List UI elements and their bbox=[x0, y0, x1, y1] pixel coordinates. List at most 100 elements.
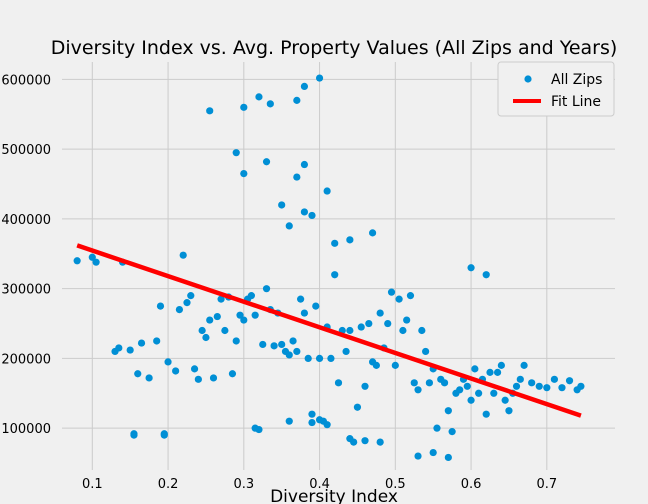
x-tick-label: 0.7 bbox=[536, 477, 557, 492]
data-point bbox=[331, 239, 339, 247]
data-point bbox=[486, 368, 494, 376]
y-tick-label: 600000 bbox=[1, 73, 51, 88]
data-point bbox=[293, 173, 301, 181]
data-point bbox=[327, 354, 335, 363]
data-point bbox=[414, 452, 422, 460]
data-point bbox=[130, 431, 138, 439]
data-point bbox=[315, 416, 324, 424]
data-point bbox=[278, 201, 286, 209]
data-point bbox=[255, 93, 263, 101]
data-point bbox=[300, 309, 309, 317]
x-tick-label: 0.4 bbox=[309, 477, 330, 492]
data-point bbox=[543, 384, 551, 392]
data-point bbox=[520, 361, 528, 369]
y-tick-label: 300000 bbox=[1, 283, 51, 298]
legend-label-all-zips: All Zips bbox=[551, 72, 602, 88]
data-point bbox=[471, 365, 479, 373]
data-point bbox=[467, 264, 475, 272]
y-tick-label: 500000 bbox=[1, 143, 51, 158]
data-point bbox=[266, 100, 274, 108]
data-point bbox=[209, 374, 218, 382]
data-point bbox=[285, 417, 293, 425]
x-axis-label: Diversity Index bbox=[270, 487, 398, 504]
data-point bbox=[145, 374, 153, 382]
data-point bbox=[346, 236, 354, 244]
data-point bbox=[372, 361, 380, 369]
data-point bbox=[482, 271, 490, 279]
data-point bbox=[156, 302, 165, 310]
data-point bbox=[206, 107, 214, 115]
data-point bbox=[535, 382, 543, 390]
data-point bbox=[228, 370, 237, 378]
data-point bbox=[300, 160, 309, 169]
x-tick-label: 0.2 bbox=[158, 477, 179, 492]
data-point bbox=[300, 208, 309, 216]
data-point bbox=[300, 82, 309, 91]
data-point bbox=[92, 258, 100, 266]
data-point bbox=[293, 347, 301, 356]
data-point bbox=[289, 337, 297, 345]
data-point bbox=[115, 344, 123, 352]
x-tick-label: 0.1 bbox=[82, 477, 103, 492]
data-point bbox=[422, 347, 430, 356]
scatter-points bbox=[73, 74, 585, 462]
data-point bbox=[550, 375, 558, 383]
data-point bbox=[361, 437, 369, 445]
data-point bbox=[308, 410, 316, 418]
data-point bbox=[505, 407, 513, 415]
data-point bbox=[285, 351, 293, 359]
data-point bbox=[315, 354, 324, 363]
data-point bbox=[262, 158, 271, 166]
data-point bbox=[73, 257, 81, 265]
data-point bbox=[308, 418, 316, 427]
data-point bbox=[221, 326, 229, 335]
data-point bbox=[331, 271, 339, 279]
data-point bbox=[433, 424, 441, 432]
data-point bbox=[467, 396, 475, 404]
data-point bbox=[346, 435, 354, 443]
data-point bbox=[240, 316, 248, 324]
data-point bbox=[202, 333, 210, 342]
data-point bbox=[297, 295, 305, 303]
data-point bbox=[315, 74, 324, 82]
data-point bbox=[308, 211, 316, 220]
data-point bbox=[565, 377, 574, 385]
data-point bbox=[323, 421, 331, 429]
data-point bbox=[88, 253, 96, 261]
data-point bbox=[376, 438, 384, 446]
data-point bbox=[198, 326, 206, 335]
legend-marker-all-zips bbox=[524, 75, 532, 83]
y-tick-label: 400000 bbox=[1, 213, 51, 228]
data-point bbox=[493, 368, 502, 376]
data-point bbox=[206, 316, 214, 324]
data-point bbox=[175, 305, 184, 314]
data-point bbox=[440, 379, 449, 387]
data-point bbox=[490, 389, 498, 397]
data-point bbox=[353, 403, 362, 411]
data-point bbox=[357, 323, 365, 331]
data-point bbox=[137, 339, 146, 347]
grid bbox=[62, 62, 615, 470]
data-point bbox=[365, 319, 373, 328]
data-point bbox=[259, 340, 267, 349]
data-point bbox=[240, 169, 248, 178]
data-point bbox=[183, 299, 191, 307]
data-point bbox=[153, 337, 161, 345]
data-point bbox=[497, 361, 505, 369]
data-point bbox=[482, 410, 490, 418]
data-point bbox=[304, 354, 312, 363]
data-point bbox=[368, 229, 377, 237]
data-point bbox=[361, 382, 369, 390]
data-point bbox=[179, 251, 187, 259]
x-tick-label: 0.3 bbox=[233, 477, 254, 492]
data-point bbox=[334, 379, 343, 387]
data-point bbox=[247, 292, 255, 300]
data-point bbox=[240, 103, 248, 111]
data-point bbox=[384, 319, 392, 328]
data-point bbox=[558, 384, 566, 392]
data-point bbox=[278, 340, 286, 349]
data-point bbox=[448, 428, 456, 436]
data-point bbox=[190, 365, 199, 373]
data-point bbox=[270, 342, 278, 350]
